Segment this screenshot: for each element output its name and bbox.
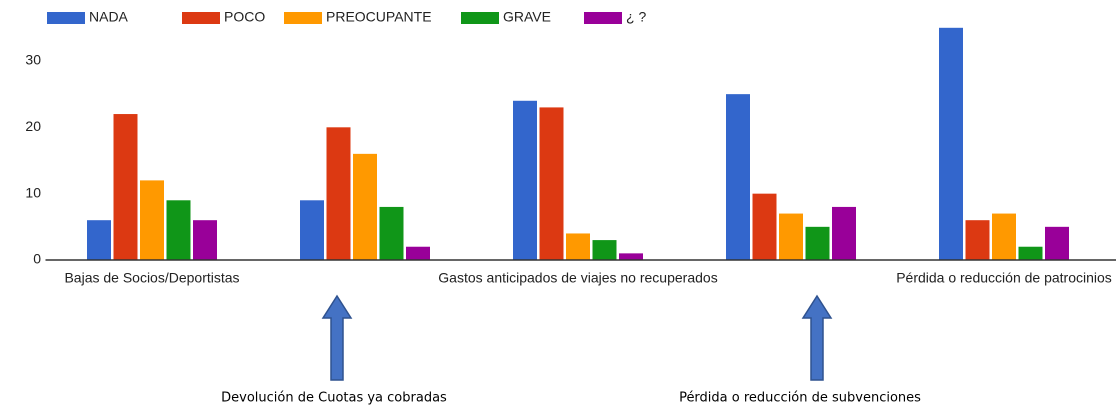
y-tick-label: 10 — [25, 184, 41, 200]
x-tick-label: Pérdida o reducción de subvenciones — [679, 391, 921, 406]
bar — [140, 180, 164, 260]
bar — [566, 233, 590, 260]
bar — [379, 206, 404, 260]
bar — [965, 220, 990, 260]
bar — [300, 200, 324, 260]
legend-label: GRAVE — [503, 9, 551, 25]
bar — [726, 94, 750, 261]
bar — [1045, 226, 1069, 260]
bar — [992, 213, 1016, 260]
legend-label: NADA — [89, 9, 129, 25]
bar — [353, 153, 377, 260]
legend-swatch — [584, 12, 622, 24]
bar — [592, 240, 617, 260]
arrow — [801, 294, 833, 381]
bar — [1018, 246, 1043, 260]
legend-label: POCO — [224, 9, 265, 25]
legend-label: PREOCUPANTE — [326, 9, 432, 25]
x-tick-label: Pérdida o reducción de patrocinios — [896, 270, 1112, 286]
bar — [752, 193, 777, 260]
bar — [513, 100, 537, 260]
arrow — [321, 294, 353, 381]
x-tick-label: Devolución de Cuotas ya cobradas — [221, 391, 447, 406]
legend-swatch — [284, 12, 322, 24]
x-tick-label: Bajas de Socios/Deportistas — [64, 270, 239, 286]
bar — [166, 200, 191, 260]
bar — [87, 220, 111, 260]
x-tick-label: Gastos anticipados de viajes no recupera… — [438, 270, 717, 286]
bar — [326, 127, 351, 260]
legend-swatch — [461, 12, 499, 24]
bar — [619, 253, 643, 260]
y-tick-label: 0 — [33, 251, 41, 267]
bar — [406, 246, 430, 260]
bar — [805, 226, 830, 260]
bar — [193, 220, 217, 260]
legend-label: ¿ ? — [626, 9, 646, 25]
y-tick-label: 20 — [25, 118, 41, 134]
bar — [779, 213, 803, 260]
bar — [832, 206, 856, 260]
legend-swatch — [182, 12, 220, 24]
legend-swatch — [47, 12, 85, 24]
bar — [113, 114, 138, 260]
bar — [939, 27, 963, 260]
bar — [539, 107, 564, 260]
y-tick-label: 30 — [25, 52, 41, 68]
